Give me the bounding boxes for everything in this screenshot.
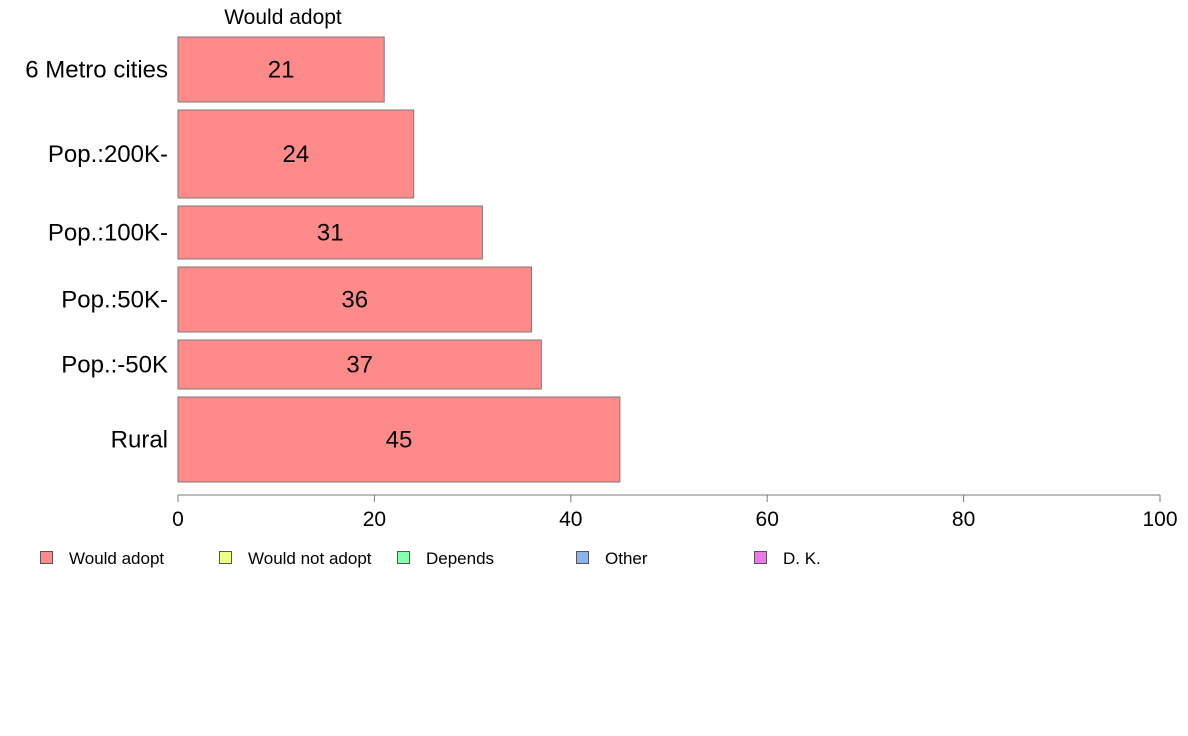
bar-rural [177, 396, 621, 483]
bar-value-label-pop-100k: 31 [317, 220, 344, 247]
x-tick-label-80: 80 [952, 508, 975, 531]
bar-value-label-pop-50k: 36 [341, 287, 368, 314]
category-label-6-metro-cities: 6 Metro cities [25, 57, 168, 84]
chart-title: Would adopt [224, 6, 342, 29]
legend-swatch-other [576, 551, 589, 564]
legend-label-would-adopt: Would adopt [69, 549, 165, 568]
x-tick-label-20: 20 [363, 508, 386, 531]
bar-value-label-rural: 45 [386, 427, 413, 454]
bar-pop-50k [177, 339, 542, 390]
category-label-pop-200k: Pop.:200K- [48, 141, 168, 168]
x-tick-label-0: 0 [172, 508, 184, 531]
legend-swatch-depends [397, 551, 410, 564]
legend-label-would-not-adopt: Would not adopt [248, 549, 372, 568]
category-label-rural: Rural [111, 427, 168, 454]
category-label-pop-50k: Pop.:-50K [61, 352, 168, 379]
legend-label-dk: D. K. [783, 549, 821, 568]
x-tick-label-60: 60 [756, 508, 779, 531]
category-label-pop-100k: Pop.:100K- [48, 220, 168, 247]
bar-pop-100k [177, 205, 483, 260]
legend-swatch-would-adopt [40, 551, 53, 564]
bar-value-label-pop-50k: 37 [346, 352, 373, 379]
bar-value-label-6-metro-cities: 21 [268, 57, 295, 84]
legend-label-depends: Depends [426, 549, 495, 568]
bar-value-label-pop-200k: 24 [282, 141, 309, 168]
category-label-pop-50k: Pop.:50K- [61, 287, 168, 314]
x-tick-label-100: 100 [1142, 508, 1177, 531]
bar-pop-200k [177, 109, 415, 199]
legend-label-other: Other [605, 549, 648, 568]
bar-pop-50k [177, 266, 533, 333]
legend-swatch-dk [754, 551, 767, 564]
legend-swatch-would-not-adopt [219, 551, 232, 564]
bar-6-metro-cities [177, 36, 385, 103]
x-tick-label-40: 40 [559, 508, 582, 531]
